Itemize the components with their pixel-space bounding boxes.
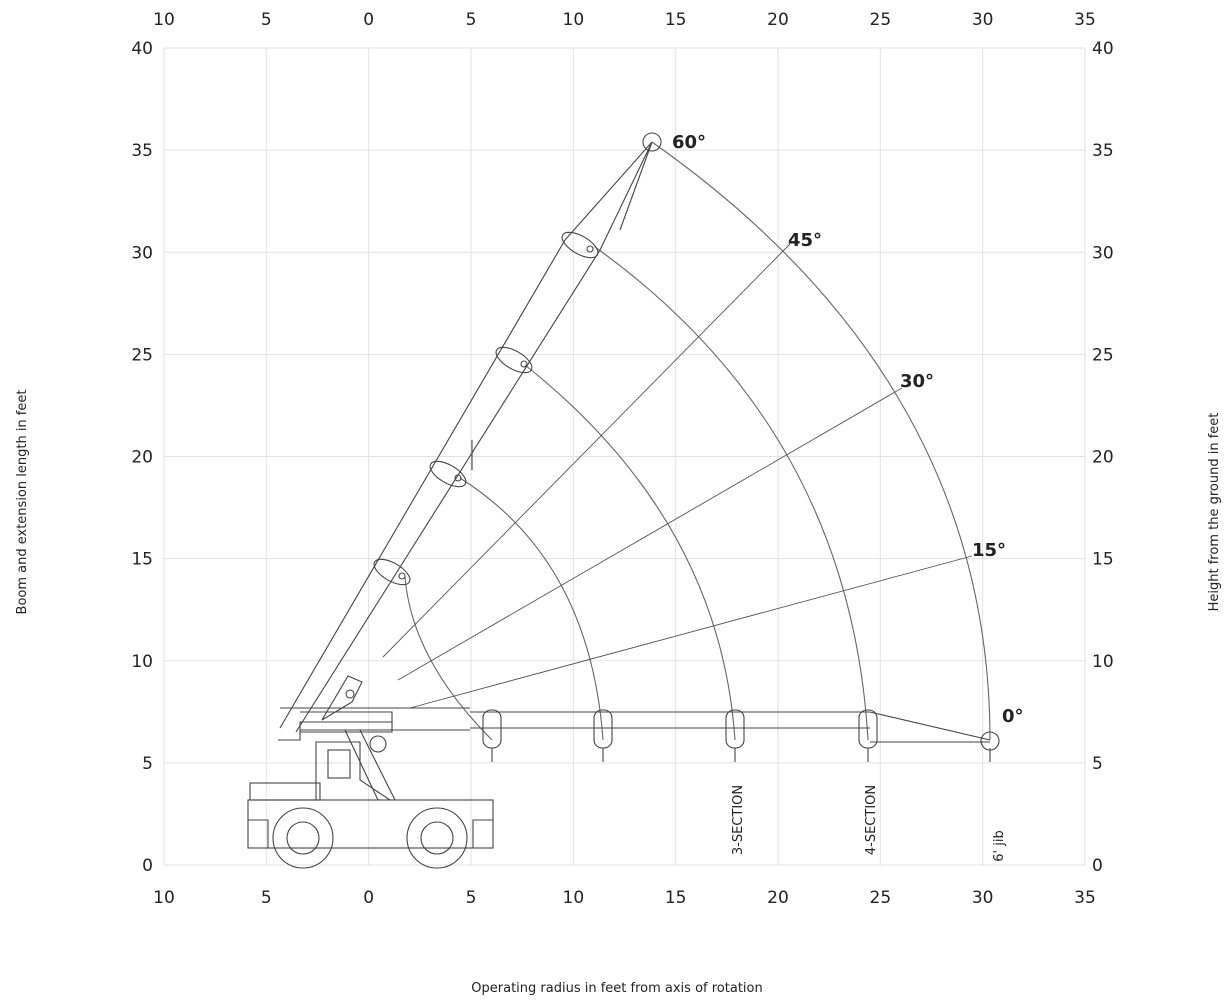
section-label: 4-SECTION: [864, 785, 879, 855]
section-label: 6' jib: [992, 830, 1007, 861]
y-tick-label-right: 10: [1092, 652, 1114, 672]
x-axis-label: Operating radius in feet from axis of ro…: [471, 981, 762, 996]
y-tick-label-left: 30: [131, 243, 153, 263]
reach-arcs: [404, 141, 991, 741]
x-tick-label-top: 30: [972, 10, 994, 30]
y-tick-label-right: 40: [1092, 39, 1114, 59]
angle-ray: [382, 243, 791, 658]
x-tick-label-bottom: 15: [665, 888, 687, 908]
angle-label: 60°: [672, 132, 706, 153]
y-tick-label-left: 40: [131, 39, 153, 59]
y-tick-label-left: 25: [131, 345, 153, 365]
x-tick-label-bottom: 20: [767, 888, 789, 908]
angle-label: 45°: [788, 230, 822, 251]
y-tick-label-left: 15: [131, 550, 153, 570]
x-tick-label-bottom: 10: [153, 888, 175, 908]
reach-arc: [651, 141, 991, 741]
section-labels: 3-SECTION 4-SECTION 6' jib: [731, 785, 1007, 862]
x-tick-label-bottom: 0: [363, 888, 374, 908]
reach-arc: [459, 477, 604, 741]
x-tick-label-top: 25: [870, 10, 892, 30]
angle-label: 0°: [1002, 706, 1024, 727]
angle-labels: 0° 15° 30° 45° 60°: [672, 132, 1024, 727]
x-tick-label-bottom: 35: [1074, 888, 1096, 908]
boom-section-head: [429, 460, 467, 488]
angle-ray: [409, 555, 973, 709]
boom-section-head: [561, 231, 599, 259]
reach-arc: [404, 576, 493, 741]
angle-ray: [397, 387, 903, 681]
y-tick-label-right: 15: [1092, 550, 1114, 570]
x-tick-label-bottom: 5: [466, 888, 477, 908]
boom-section-sheaves: [373, 132, 1000, 751]
horizontal-section-head: [725, 709, 745, 749]
left-y-axis-label: Boom and extension length in feet: [15, 390, 30, 615]
angle-label: 30°: [900, 371, 934, 392]
x-tick-label-top: 15: [665, 10, 687, 30]
axis-ticks: 10 5 0 5 10 15 20 25 30 35 10 5 0 5 10 15 20 25 30 35 0 5 10 15…: [131, 10, 1113, 908]
y-tick-label-left: 20: [131, 448, 153, 468]
y-tick-label-right: 20: [1092, 448, 1114, 468]
reach-arc: [524, 364, 736, 741]
horizontal-section-head: [593, 709, 613, 749]
section-label: 3-SECTION: [731, 785, 746, 855]
sheave-pin: [520, 360, 528, 368]
y-tick-label-right: 35: [1092, 141, 1114, 161]
section-markers: [491, 748, 991, 762]
sheave-pin: [398, 572, 406, 580]
y-tick-label-left: 5: [142, 754, 153, 774]
sheave-pin: [586, 245, 594, 253]
grid: [163, 47, 1086, 866]
x-tick-label-top: 10: [153, 10, 175, 30]
sheave-pin: [454, 474, 462, 482]
x-tick-label-top: 0: [363, 10, 374, 30]
x-tick-label-bottom: 10: [563, 888, 585, 908]
reach-arc: [594, 246, 869, 741]
x-tick-label-bottom: 30: [972, 888, 994, 908]
x-tick-label-top: 10: [563, 10, 585, 30]
x-tick-label-top: 5: [261, 10, 272, 30]
jib-tip-sheave: [642, 132, 662, 152]
y-tick-label-right: 5: [1092, 754, 1103, 774]
x-tick-label-bottom: 5: [261, 888, 272, 908]
angle-label: 15°: [972, 540, 1006, 561]
boom-section-head: [373, 558, 411, 586]
boom-section-head: [495, 346, 533, 374]
y-tick-label-right: 0: [1092, 856, 1103, 876]
y-tick-label-left: 35: [131, 141, 153, 161]
crane-machine-outline: [247, 141, 991, 869]
y-tick-label-left: 10: [131, 652, 153, 672]
y-tick-label-left: 0: [142, 856, 153, 876]
horizontal-section-head: [482, 709, 502, 749]
angle-rays: [382, 243, 973, 709]
y-tick-label-right: 25: [1092, 345, 1114, 365]
x-tick-label-top: 20: [767, 10, 789, 30]
x-tick-label-top: 5: [466, 10, 477, 30]
x-tick-label-top: 35: [1074, 10, 1096, 30]
y-tick-label-right: 30: [1092, 243, 1114, 263]
x-tick-label-bottom: 25: [870, 888, 892, 908]
right-y-axis-label: Height from the ground in feet: [1207, 413, 1222, 612]
